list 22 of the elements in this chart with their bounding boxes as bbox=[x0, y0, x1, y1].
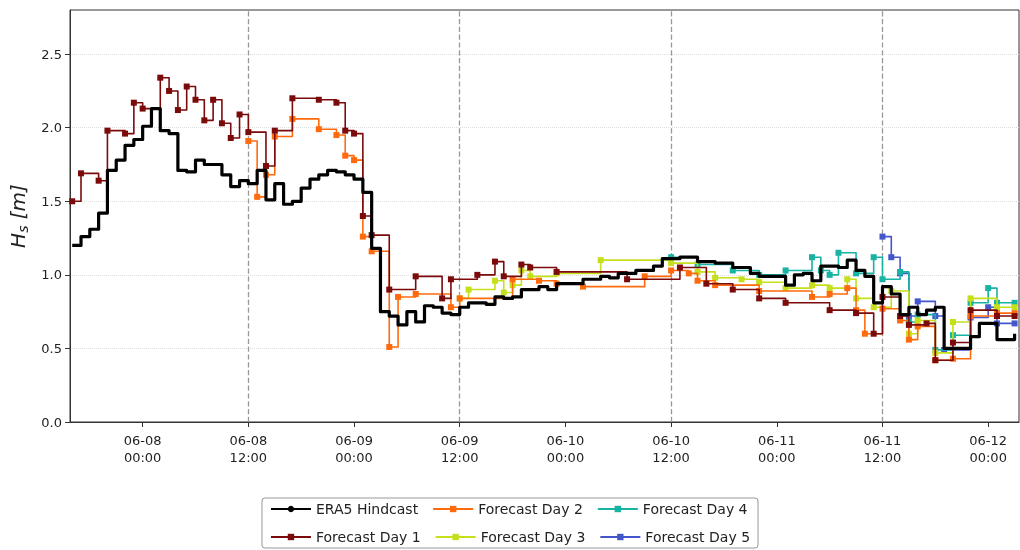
x-tick-label: 06-08 00:00 bbox=[123, 433, 162, 465]
y-tick-label: 0.5 bbox=[41, 340, 62, 356]
legend-label: Forecast Day 5 bbox=[645, 529, 751, 545]
y-tick-label: 1.0 bbox=[41, 267, 62, 283]
legend-label: Forecast Day 1 bbox=[315, 529, 421, 545]
legend-label: ERA5 Hindcast bbox=[315, 501, 419, 517]
y-axis-title: Hs [m] bbox=[6, 184, 32, 248]
x-tick-label: 06-10 12:00 bbox=[652, 433, 690, 465]
x-tick-label: 06-09 00:00 bbox=[335, 433, 373, 465]
x-tick-label: 06-10 00:00 bbox=[546, 433, 585, 465]
x-tick-label: 06-09 12:00 bbox=[440, 433, 479, 465]
legend-label: Forecast Day 3 bbox=[480, 529, 586, 545]
legend-label: Forecast Day 2 bbox=[478, 501, 583, 517]
y-tick-label: 1.5 bbox=[41, 193, 62, 209]
y-tick-label: 2.0 bbox=[41, 120, 62, 136]
x-tick-label: 06-12 00:00 bbox=[969, 433, 1008, 465]
legend-label: Forecast Day 4 bbox=[642, 501, 748, 517]
y-tick-label: 0.0 bbox=[41, 414, 62, 430]
y-tick-label: 2.5 bbox=[41, 46, 62, 62]
x-tick-label: 06-11 12:00 bbox=[863, 433, 902, 465]
x-tick-label: 06-08 12:00 bbox=[229, 433, 268, 465]
x-tick-label: 06-11 00:00 bbox=[757, 433, 796, 465]
